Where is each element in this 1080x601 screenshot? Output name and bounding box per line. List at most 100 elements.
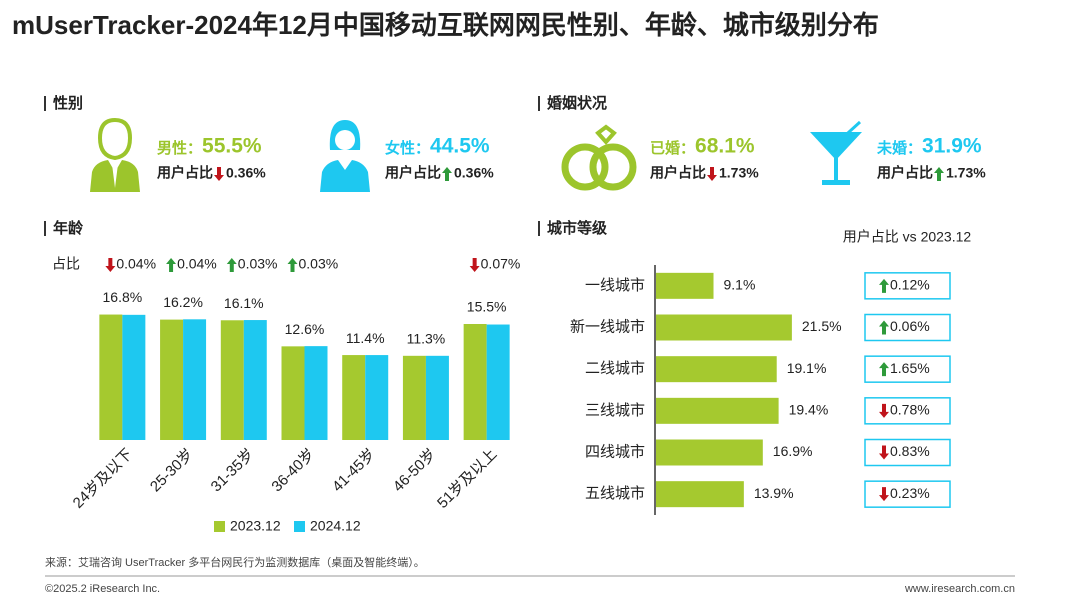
change-arrow	[879, 403, 889, 418]
change-value: 0.12%	[890, 277, 930, 293]
bar	[183, 319, 207, 440]
x-tick-label: 51岁及以上	[434, 446, 500, 512]
data-label: 16.1%	[224, 295, 264, 311]
change-value: 0.36%	[226, 165, 266, 181]
heading-bar	[44, 96, 46, 111]
share-label: 用户占比	[157, 165, 213, 181]
bar	[656, 481, 744, 508]
data-label: 12.6%	[285, 321, 325, 337]
data-label: 21.5%	[802, 318, 842, 334]
bar	[656, 356, 777, 383]
site-url: www.iresearch.com.cn	[904, 583, 1015, 595]
change-arrow	[879, 278, 889, 293]
change-value: 1.73%	[719, 165, 759, 181]
data-label: 16.9%	[773, 443, 813, 459]
change-value: 0.07%	[481, 256, 521, 272]
change-box	[864, 272, 951, 300]
stat-value: 31.9%	[922, 135, 982, 158]
stat-label: 男性：	[157, 139, 202, 157]
change-box	[864, 480, 951, 508]
bar	[281, 346, 305, 440]
change-arrow	[469, 258, 480, 272]
change-arrow	[442, 167, 452, 181]
data-label: 15.5%	[467, 299, 507, 315]
change-arrow	[879, 487, 889, 502]
cocktail-icon	[810, 120, 862, 185]
change-value: 0.23%	[890, 485, 930, 501]
change-arrow	[105, 258, 116, 272]
bar	[304, 346, 328, 440]
change-arrow	[707, 167, 717, 181]
bar	[402, 355, 426, 440]
change-value: 0.03%	[299, 256, 339, 272]
stat-label: 已婚：	[650, 139, 695, 157]
legend-swatch	[214, 521, 225, 532]
source-note: 来源：艾瑞咨询 UserTracker 多平台网民行为监测数据库（桌面及智能终端…	[45, 555, 425, 569]
stat-label: 女性：	[385, 139, 430, 157]
x-tick-label: 41-45岁	[329, 446, 379, 496]
copyright: ©2025.2 iResearch Inc.	[45, 583, 160, 595]
bar	[486, 324, 510, 440]
section-heading: 年龄	[53, 219, 84, 237]
data-label: 16.8%	[103, 289, 143, 305]
change-value: 0.78%	[890, 402, 930, 418]
change-box	[864, 313, 951, 342]
change-arrow	[879, 445, 889, 460]
data-label: 13.9%	[754, 485, 794, 501]
page-title: mUserTracker-2024年12月中国移动互联网网民性别、年龄、城市级别…	[12, 10, 879, 40]
rings-icon	[561, 124, 637, 191]
y-tick-label: 四线城市	[585, 443, 645, 460]
data-label: 9.1%	[724, 277, 756, 293]
legend-swatch	[294, 521, 305, 532]
x-tick-label: 24岁及以下	[70, 446, 136, 512]
share-label: 用户占比	[650, 165, 706, 181]
legend-label: 2024.12	[310, 518, 361, 534]
stat-value: 55.5%	[202, 135, 262, 158]
chart-subtitle: 用户占比 vs 2023.12	[843, 229, 972, 245]
section-heading: 城市等级	[547, 219, 608, 237]
change-value: 1.73%	[946, 165, 986, 181]
share-label: 用户占比	[877, 165, 933, 181]
x-tick-label: 25-30岁	[147, 446, 197, 496]
y-tick-label: 新一线城市	[570, 318, 645, 335]
data-label: 19.1%	[787, 360, 827, 376]
stat-value: 68.1%	[695, 135, 755, 158]
change-arrow	[166, 258, 177, 272]
bar	[99, 314, 123, 440]
change-arrow	[287, 258, 298, 272]
bar	[463, 324, 487, 440]
x-tick-label: 36-40岁	[268, 446, 318, 496]
change-value: 0.83%	[890, 443, 930, 459]
bar	[220, 320, 244, 440]
bar	[656, 272, 714, 299]
y-tick-label: 三线城市	[585, 402, 645, 419]
heading-bar	[44, 221, 46, 236]
y-tick-label: 二线城市	[585, 360, 645, 377]
change-value: 0.03%	[238, 256, 278, 272]
change-value: 0.04%	[116, 256, 156, 272]
change-arrow	[226, 258, 237, 272]
bar	[122, 314, 146, 440]
data-label: 16.2%	[163, 294, 203, 310]
heading-bar	[538, 221, 540, 236]
change-label: 占比	[52, 256, 80, 272]
bar	[342, 355, 366, 440]
share-label: 用户占比	[385, 165, 441, 181]
female-icon	[320, 120, 370, 192]
bar	[656, 314, 792, 341]
y-tick-label: 五线城市	[585, 485, 645, 502]
legend-label: 2023.12	[230, 518, 281, 534]
change-box	[864, 355, 951, 383]
change-arrow	[879, 362, 889, 377]
bar	[656, 439, 763, 466]
data-label: 11.4%	[346, 330, 385, 346]
bar	[656, 397, 779, 424]
male-icon	[90, 117, 140, 192]
y-tick-label: 一线城市	[585, 277, 645, 294]
change-arrow	[214, 167, 224, 181]
data-label: 19.4%	[789, 402, 829, 418]
x-tick-label: 31-35岁	[208, 446, 258, 496]
bar	[425, 355, 449, 440]
